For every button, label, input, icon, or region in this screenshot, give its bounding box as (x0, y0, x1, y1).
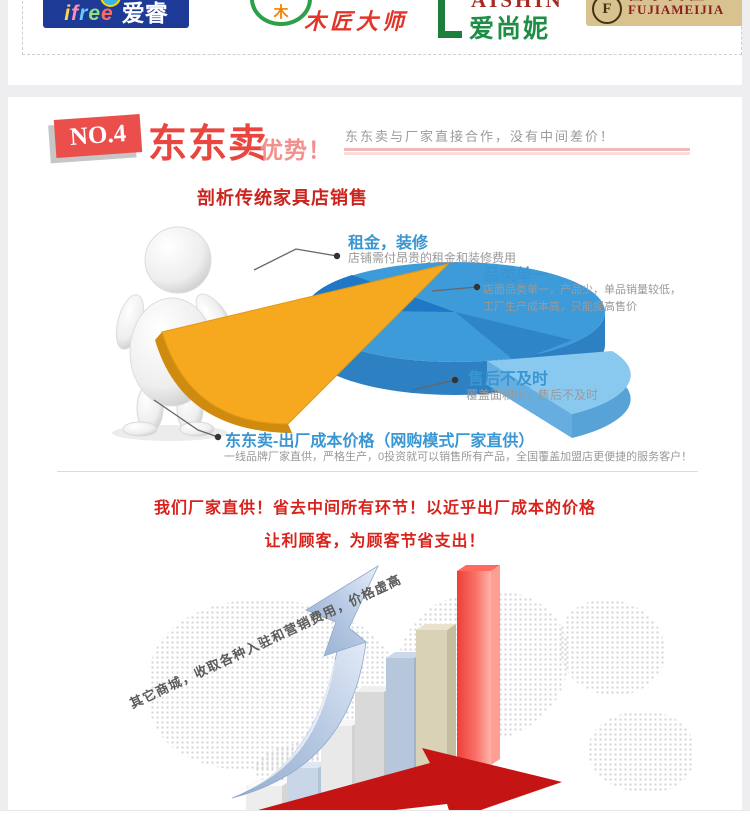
orange-pie-slice (155, 263, 450, 433)
callout-factory-desc: 一线品牌厂家直供，严格生产，0投资就可以销售所有产品，全国覆盖加盟店更便捷的服务… (224, 451, 693, 463)
fujiameijia-latin-text: FUJIAMEIJIA (628, 2, 725, 17)
factory-direct-slogan: 我们厂家直供！省去中间所有环节！以近乎出厂成本的价格 让利顾客，为顾客节省支出！ (0, 492, 750, 558)
logo-carpenter-master: 木匠大师 (304, 9, 409, 34)
section-divider (57, 471, 698, 472)
world-map-dots (588, 712, 693, 792)
rising-arrow (231, 564, 379, 799)
ifree-cn-text: 爱睿 (121, 0, 168, 26)
callout-service-desc: 覆盖面积小，售后不及时 (466, 388, 599, 402)
logo-aishin-latin: AISHIN (471, 0, 564, 12)
carpenter-emblem-glyph: 木 (273, 4, 289, 21)
callout-line-rent (253, 248, 338, 271)
logo-aishin-cn: 爱尚妮 (469, 15, 551, 43)
dashed-border (22, 0, 742, 55)
callout-rent-desc: 店铺需付昂贵的租金和装修费用 (348, 251, 517, 265)
callout-category-desc-line2: 工厂生产成本高，只能提高售价 (483, 301, 637, 313)
red-column (457, 571, 491, 765)
callout-category-desc-line1: 店面品类单一，产品少，单品销量较低， (483, 284, 681, 296)
ifree-latin-text: ifree (64, 2, 114, 25)
fujiameijia-cn-text: 富家美佳 (628, 0, 724, 3)
section-subtitle: 东东卖与厂家直接合作，没有中间差价！ (345, 129, 616, 144)
callout-line-factory (153, 399, 219, 438)
pie-cut-face (455, 312, 572, 362)
callout-factory-title: 东东卖-出厂成本价格（网购模式厂家直供） (225, 433, 535, 450)
subtitle-underline-2 (344, 152, 690, 155)
next-section-strip (0, 810, 750, 821)
callout-rent-title: 租金，装修 (348, 235, 429, 252)
slogan-line1: 我们厂家直供！省去中间所有环节！以近乎出厂成本的价格 (153, 500, 596, 517)
callout-line-service (412, 379, 456, 391)
pie-chart-infographic (112, 226, 631, 441)
section-title-suffix: 优势！ (260, 137, 332, 163)
callout-dots (214, 252, 481, 441)
analysis-heading: 剖析传统家具店销售 (197, 188, 368, 208)
callout-lines (153, 248, 478, 438)
callout-line-category (431, 286, 478, 292)
fujiameijia-emblem-icon: F (592, 0, 622, 24)
brand-logo-strip: ifree 爱睿 木 木匠大师 AISHIN 爱尚妮 F 富家美佳 FUJIAM… (8, 0, 742, 85)
callout-category-title: 品类单一 (484, 267, 549, 284)
logo-fujiameijia: F 富家美佳 FUJIAMEIJIA (586, 0, 742, 26)
slogan-line2: 让利顾客，为顾客节省支出！ (264, 533, 486, 550)
red-arrow (218, 748, 562, 821)
callout-service-title: 售后不及时 (468, 371, 549, 388)
aishin-bracket-icon (438, 0, 462, 38)
pie-separated-slice (487, 351, 631, 438)
subtitle-underline (344, 148, 690, 151)
section-title: 东东卖 (148, 123, 269, 166)
growth-bar-illustration (218, 564, 562, 821)
world-map-dots (560, 600, 665, 695)
